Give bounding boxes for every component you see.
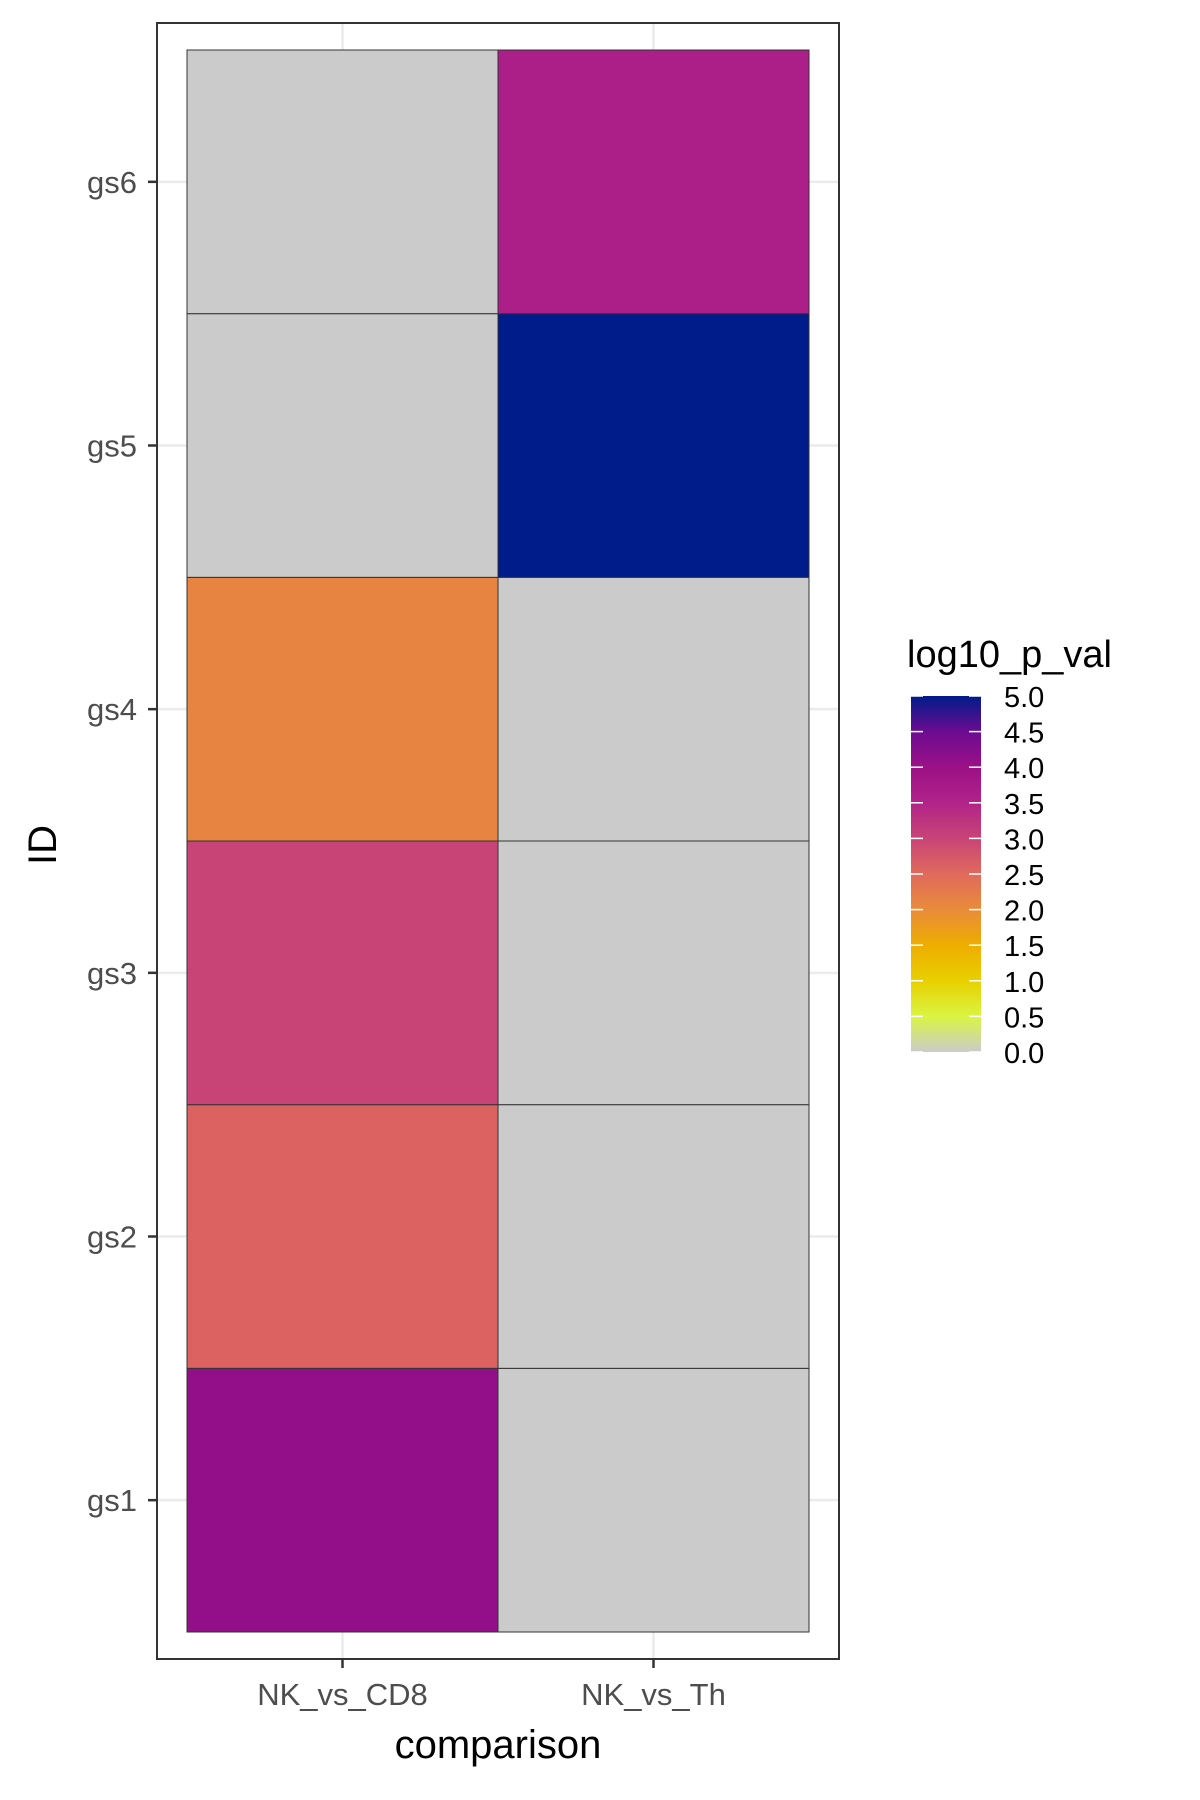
y-tick-label: gs6 xyxy=(87,165,137,200)
y-tick-label: gs5 xyxy=(87,429,137,464)
heatmap-cell-gs2-NK_vs_CD8 xyxy=(186,1104,499,1369)
legend-tick-label: 0.0 xyxy=(1004,1038,1044,1070)
color-legend: log10_p_val 0.0 0.51.0 1.52.0 2.5 3.03.5 4.04… xyxy=(907,634,1112,1070)
legend-tick-label: 2.0 xyxy=(1004,896,1044,928)
x-tick-label: NK_vs_CD8 xyxy=(257,1677,428,1712)
legend-tick-label: 1.0 xyxy=(1004,967,1044,999)
y-axis-ticks: gs1 gs2 gs3 gs4 gs5 gs6 xyxy=(87,165,157,1518)
legend-tick-label: 0.5 xyxy=(1004,1002,1044,1034)
heatmap-cells xyxy=(186,49,810,1633)
legend-ticks: 0.0 0.51.0 1.52.0 2.5 3.03.5 4.04.5 5.0 xyxy=(911,682,1044,1070)
heatmap-cell-gs2-NK_vs_Th xyxy=(497,1104,810,1369)
x-tick-label: NK_vs_Th xyxy=(581,1677,726,1712)
legend-tick-label: 5.0 xyxy=(1004,682,1044,714)
y-axis-title: ID xyxy=(21,825,65,865)
plot-border xyxy=(156,22,840,1660)
y-tick-label: gs2 xyxy=(87,1220,137,1255)
legend-tick-label: 2.5 xyxy=(1004,860,1044,892)
y-tick-label: gs4 xyxy=(87,692,137,727)
y-tick-label: gs1 xyxy=(87,1483,137,1518)
heatmap-cell-gs5-NK_vs_Th xyxy=(497,313,810,578)
legend-tick-label: 1.5 xyxy=(1004,931,1044,963)
legend-tick-label: 3.0 xyxy=(1004,824,1044,856)
heatmap-cell-gs1-NK_vs_CD8 xyxy=(186,1367,499,1633)
x-axis-ticks: NK_vs_CD8 NK_vs_Th xyxy=(257,1659,726,1712)
heatmap-cell-gs5-NK_vs_CD8 xyxy=(186,313,499,578)
legend-tick-label: 4.5 xyxy=(1004,718,1044,750)
heatmap-cell-gs6-NK_vs_CD8 xyxy=(186,49,499,315)
legend-tick-label: 3.5 xyxy=(1004,789,1044,821)
heatmap-cell-gs4-NK_vs_CD8 xyxy=(186,576,499,842)
legend-title: log10_p_val xyxy=(907,634,1112,676)
y-tick-label: gs3 xyxy=(87,956,137,991)
x-axis-title: comparison xyxy=(395,1723,602,1767)
heatmap-cell-gs6-NK_vs_Th xyxy=(497,49,810,315)
legend-tick-label: 4.0 xyxy=(1004,753,1044,785)
heatmap-cell-gs4-NK_vs_Th xyxy=(497,576,810,842)
heatmap-cell-gs3-NK_vs_Th xyxy=(497,840,810,1106)
heatmap-cell-gs3-NK_vs_CD8 xyxy=(186,840,499,1106)
heatmap-cell-gs1-NK_vs_Th xyxy=(497,1367,810,1633)
